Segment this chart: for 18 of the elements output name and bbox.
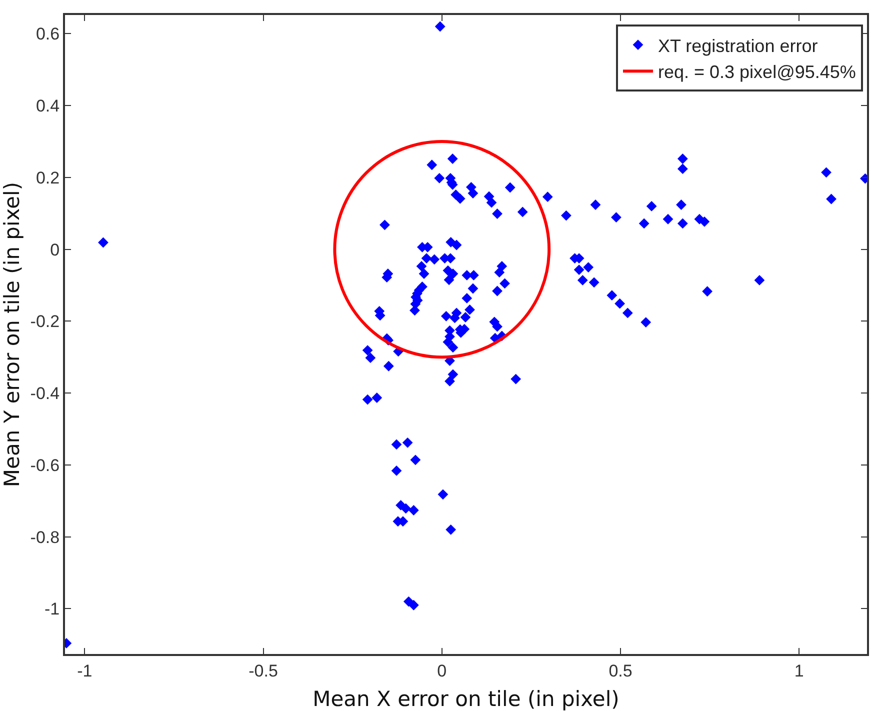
x-tick-label: 0.5 — [608, 661, 632, 680]
y-tick-label: 0.2 — [36, 168, 60, 188]
y-tick-label: -0.2 — [30, 312, 60, 332]
y-tick-label: -1 — [44, 600, 60, 619]
annotation: req. = 0.3 pixel@95.45% — [658, 62, 856, 82]
legend-label: XT registration error — [658, 36, 818, 56]
y-tick-label: 0 — [50, 240, 60, 260]
x-tick-label: 0 — [437, 661, 447, 680]
y-tick-label: 0.6 — [36, 24, 60, 44]
y-tick-label: -0.8 — [30, 528, 60, 547]
x-tick-label: 1 — [794, 661, 804, 680]
y-tick-label: 0.4 — [36, 96, 60, 116]
y-tick-label: -0.6 — [30, 456, 60, 475]
x-tick-label: -0.5 — [248, 661, 278, 680]
x-axis-title: Mean X error on tile (in pixel) — [312, 687, 620, 711]
y-tick-label: -0.4 — [30, 384, 60, 404]
y-axis-title: Mean Y error on tile (in pixel) — [0, 182, 24, 488]
x-tick-label: -1 — [77, 661, 92, 680]
